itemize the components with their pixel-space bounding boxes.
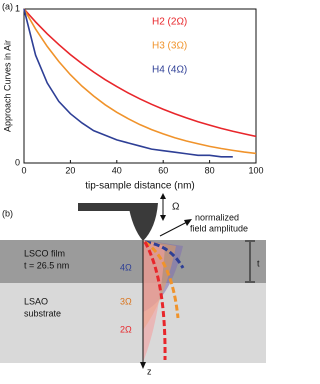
arrowhead bbox=[184, 219, 192, 226]
field-curve bbox=[144, 240, 180, 319]
z-label: z bbox=[147, 366, 152, 376]
substrate-label: substrate bbox=[24, 308, 61, 318]
arrowhead bbox=[140, 362, 146, 369]
tip bbox=[128, 203, 158, 241]
x-tick-label: 60 bbox=[158, 165, 168, 175]
line bbox=[23, 8, 233, 158]
field-curve bbox=[143, 241, 167, 361]
curve-label: 4Ω bbox=[120, 262, 132, 272]
x-tick-label: 80 bbox=[205, 165, 215, 175]
field-label: normalized bbox=[195, 212, 239, 222]
y-tick-label: 0 bbox=[15, 157, 20, 167]
x-axis-label: tip-sample distance (nm) bbox=[85, 181, 194, 192]
arrowhead bbox=[160, 193, 166, 221]
figure: (a) tip-sample distance (nm) Approach Cu… bbox=[0, 1, 266, 376]
substrate-layer bbox=[0, 283, 266, 363]
film-label: LSCO film bbox=[24, 248, 65, 258]
plot-frame bbox=[23, 8, 257, 164]
field-curve bbox=[144, 240, 185, 269]
curve-label: 3Ω bbox=[120, 296, 132, 306]
substrate-label: LSAO bbox=[24, 296, 48, 306]
field-arrow bbox=[159, 220, 190, 237]
panel-label: (a) bbox=[2, 1, 13, 11]
cantilever bbox=[78, 203, 138, 211]
field-label: field amplitude bbox=[190, 223, 248, 233]
panel-label: (b) bbox=[2, 208, 13, 218]
omega-label: Ω bbox=[172, 202, 180, 213]
thickness-label: t bbox=[257, 258, 260, 268]
x-tick-label: 0 bbox=[21, 165, 26, 175]
legend-label: H4 (4Ω) bbox=[152, 65, 187, 76]
y-axis-label: Approach Curves in Air bbox=[2, 40, 12, 132]
line bbox=[23, 8, 257, 155]
line bbox=[23, 8, 257, 138]
y-tick-label: 1 bbox=[15, 3, 20, 13]
x-tick-label: 40 bbox=[112, 165, 122, 175]
legend-label: H3 (3Ω) bbox=[152, 41, 187, 52]
x-tick-label: 100 bbox=[248, 165, 263, 175]
film-label: t = 26.5 nm bbox=[24, 260, 69, 270]
curve-label: 2Ω bbox=[120, 324, 132, 334]
legend-label: H2 (2Ω) bbox=[152, 17, 187, 28]
film-layer bbox=[0, 240, 266, 283]
field-fill bbox=[143, 240, 165, 362]
x-tick-label: 20 bbox=[65, 165, 75, 175]
